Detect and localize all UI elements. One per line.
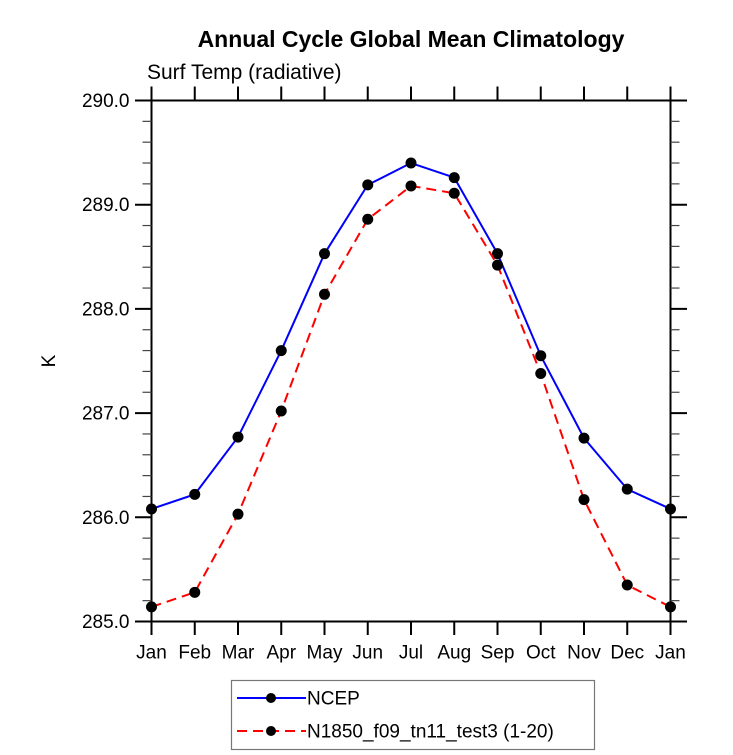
- plot-frame: [150, 99, 672, 623]
- data-point-marker: [362, 213, 374, 225]
- axes: Jan Feb Mar Apr May Jun Jul Aug Sep Oct Nov Dec Jan 2…: [82, 86, 687, 664]
- data-point-marker: [275, 345, 287, 357]
- x-tick-label: Jan: [655, 643, 686, 664]
- legend-label-model: N1850_f09_tn11_test3 (1-20): [307, 722, 554, 743]
- data-point-marker: [189, 586, 201, 598]
- y-tick-label: 285.0: [82, 612, 130, 633]
- legend-box: [230, 679, 596, 751]
- data-point-marker: [578, 494, 590, 506]
- x-tick-label: Jul: [399, 643, 423, 664]
- x-tick-label: Feb: [178, 643, 211, 664]
- data-point-marker: [319, 248, 330, 260]
- y-tick-label: 286.0: [82, 508, 130, 529]
- legend-marker-circle: [266, 693, 276, 703]
- chart-title: Annual Cycle Global Mean Climatology: [198, 26, 625, 52]
- data-point-marker: [492, 259, 503, 271]
- data-point-marker: [232, 508, 244, 520]
- x-tick-label: Mar: [222, 643, 255, 664]
- y-tick-label: 287.0: [82, 404, 130, 425]
- x-tick-label: Oct: [526, 643, 556, 664]
- y-tick-label: 288.0: [82, 299, 130, 320]
- data-point-marker: [362, 179, 374, 191]
- series-line: [151, 162, 671, 510]
- chart-subtitle: Surf Temp (radiative): [147, 61, 342, 84]
- data-point-marker: [578, 432, 590, 444]
- data-point-marker: [621, 579, 633, 591]
- legend-label-ncep: NCEP: [307, 689, 360, 710]
- data-point-marker: [492, 248, 503, 260]
- data-point-marker: [535, 350, 547, 362]
- legend-entry-model: N1850_f09_tn11_test3 (1-20): [237, 722, 554, 743]
- x-tick-label: Aug: [437, 643, 471, 664]
- data-point-marker: [665, 601, 676, 613]
- data-point-marker: [146, 503, 157, 515]
- x-tick-label: May: [307, 643, 343, 664]
- data-point-marker: [405, 180, 417, 192]
- x-tick-label: Nov: [567, 643, 601, 664]
- legend-marker-circle: [266, 726, 276, 736]
- series-lines: [146, 157, 676, 613]
- y-axis-label: K: [39, 354, 60, 367]
- x-tick-label: Dec: [610, 643, 644, 664]
- y-tick-label: 289.0: [82, 195, 130, 216]
- data-point-marker: [319, 288, 330, 300]
- data-point-marker: [232, 431, 244, 443]
- x-tick-label: Jan: [136, 643, 167, 664]
- data-point-marker: [621, 483, 633, 495]
- legend-entry-ncep: NCEP: [237, 689, 360, 710]
- data-point-marker: [189, 488, 201, 500]
- legend: NCEP N1850_f09_tn11_test3 (1-20): [230, 679, 596, 751]
- data-point-marker: [275, 405, 287, 417]
- x-tick-label: Jun: [352, 643, 383, 664]
- data-point-marker: [665, 503, 676, 515]
- x-tick-label: Apr: [266, 643, 296, 664]
- data-point-marker: [146, 601, 157, 613]
- data-point-marker: [535, 368, 547, 380]
- x-tick-label: Sep: [481, 643, 515, 664]
- data-point-marker: [405, 157, 417, 169]
- data-point-marker: [448, 187, 460, 199]
- y-tick-label: 290.0: [82, 91, 130, 112]
- data-point-marker: [448, 172, 460, 184]
- series-line: [151, 184, 671, 608]
